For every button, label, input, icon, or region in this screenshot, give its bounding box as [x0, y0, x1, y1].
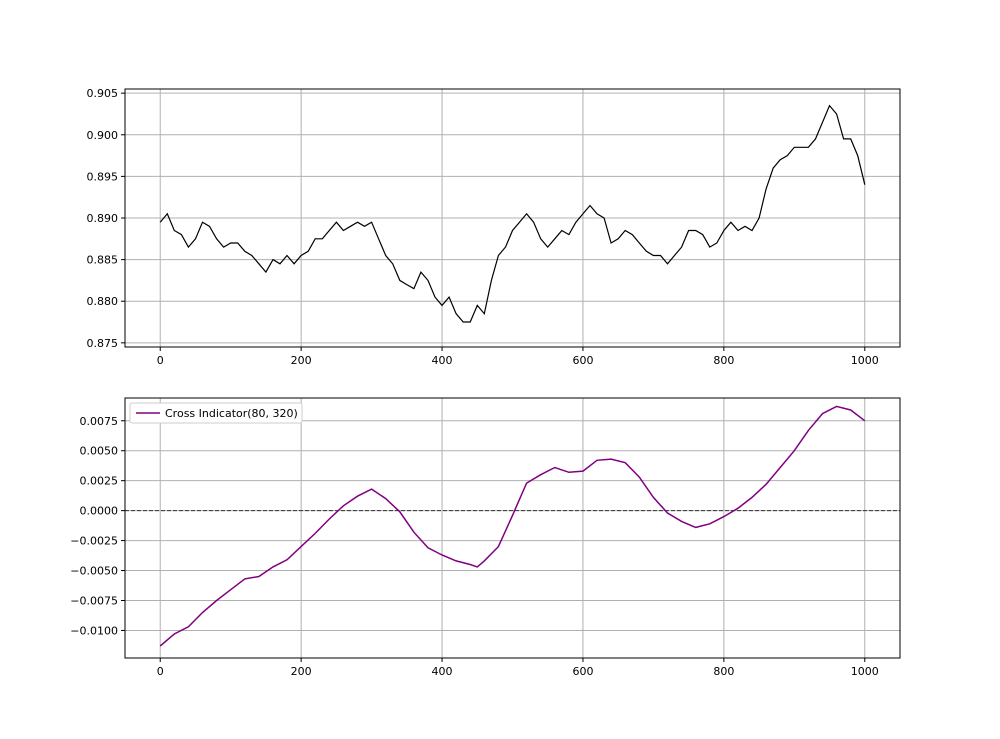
- price-series-line: [159, 104, 866, 323]
- price-y-ticks: 0.875 0.880 0.885 0.890 0.895 0.900 0.905: [87, 87, 125, 350]
- price-grid: [125, 89, 900, 347]
- y-tick-label: −0.0100: [70, 624, 118, 637]
- y-tick-label: 0.0025: [80, 475, 119, 488]
- x-tick-label: 400: [432, 665, 453, 678]
- x-tick-label: 1000: [851, 665, 879, 678]
- x-tick-label: 600: [572, 354, 593, 367]
- y-tick-label: 0.0075: [80, 415, 119, 428]
- indicator-axes-frame: [124, 397, 901, 659]
- y-tick-label: 0.880: [87, 295, 119, 308]
- y-tick-label: −0.0025: [70, 535, 118, 548]
- price-x-ticks: 0 200 400 600 800 1000: [157, 347, 879, 367]
- x-tick-label: 600: [572, 665, 593, 678]
- y-tick-label: −0.0050: [70, 565, 118, 578]
- y-tick-label: 0.885: [87, 254, 119, 267]
- legend-label: Cross Indicator(80, 320): [165, 407, 298, 420]
- y-tick-label: 0.0000: [80, 505, 119, 518]
- x-tick-label: 200: [291, 354, 312, 367]
- x-tick-label: 800: [713, 354, 734, 367]
- indicator-series-line: [159, 405, 866, 647]
- x-tick-label: 0: [157, 665, 164, 678]
- y-tick-label: 0.875: [87, 337, 119, 350]
- legend-box: [129, 402, 303, 424]
- indicator-grid: [125, 398, 900, 658]
- indicator-y-ticks: −0.0100 −0.0075 −0.0050 −0.0025 0.0000 0.0025…: [70, 415, 125, 637]
- y-tick-label: −0.0075: [70, 594, 118, 607]
- y-tick-label: 0.0050: [80, 445, 119, 458]
- y-tick-label: 0.890: [87, 212, 119, 225]
- y-tick-label: 0.900: [87, 129, 119, 142]
- indicator-panel: 0 200 400 600 800 1000 −0.0100−0.0075−0.0050−…: [70, 397, 901, 678]
- price-panel: 0 200 400 600 800 1000 0.8750.8800.8850.8900.…: [87, 87, 901, 367]
- indicator-x-ticks: 0 200 400 600 800 1000: [157, 658, 879, 678]
- y-tick-label: 0.905: [87, 87, 119, 100]
- x-tick-label: 1000: [851, 354, 879, 367]
- x-tick-label: 0: [157, 354, 164, 367]
- x-tick-label: 800: [713, 665, 734, 678]
- x-tick-label: 400: [432, 354, 453, 367]
- x-tick-label: 200: [291, 665, 312, 678]
- y-tick-label: 0.895: [87, 170, 119, 183]
- legend: Cross Indicator(80, 320): [129, 402, 303, 424]
